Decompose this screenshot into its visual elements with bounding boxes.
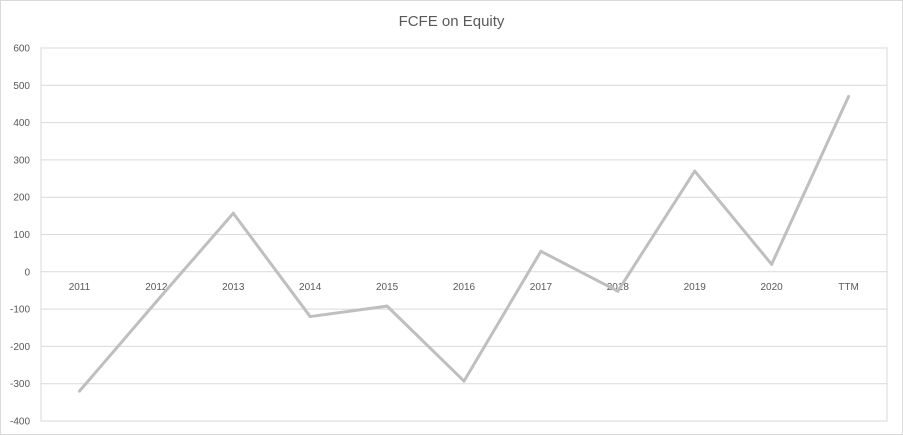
data-point [693,169,697,173]
y-tick-label: -200 [10,342,30,353]
data-point [770,262,774,266]
y-tick-label: -100 [10,305,30,316]
x-tick-label: 2016 [453,282,476,293]
data-point [77,389,81,393]
data-point [539,249,543,253]
y-tick-label: 200 [13,193,30,204]
y-tick-label: 0 [24,267,30,278]
data-point [847,94,851,98]
y-tick-label: 100 [13,230,30,241]
data-point [462,379,466,383]
y-tick-label: 400 [13,118,30,129]
y-tick-label: 500 [13,81,30,92]
data-point [154,300,158,304]
y-tick-label: -400 [10,417,30,428]
data-point [231,211,235,215]
x-axis-ticks: 2011 2012 2013 2014 2015 2016 2017 2018 2019 2020… [69,282,859,293]
data-point [385,304,389,308]
data-point [616,289,620,293]
y-tick-label: 300 [13,155,30,166]
series-line [78,95,850,393]
x-tick-label: 2020 [761,282,784,293]
gridlines [41,47,887,422]
y-tick-label: 600 [13,44,30,55]
data-point [308,315,312,319]
x-tick-label: TTM [838,282,859,293]
x-tick-label: 2015 [376,282,399,293]
x-tick-label: 2018 [607,282,630,293]
y-tick-label: -300 [10,379,30,390]
x-tick-label: 2011 [69,282,91,293]
y-axis-ticks: -400 -300 -200 -100 0 100 200 300 400 500 600 [10,44,30,428]
x-tick-label: 2017 [530,282,553,293]
x-tick-label: 2019 [684,282,707,293]
x-tick-label: 2014 [299,282,322,293]
chart-title: FCFE on Equity [398,13,505,30]
x-tick-label: 2012 [145,282,168,293]
x-tick-label: 2013 [222,282,245,293]
series-group [77,94,851,393]
